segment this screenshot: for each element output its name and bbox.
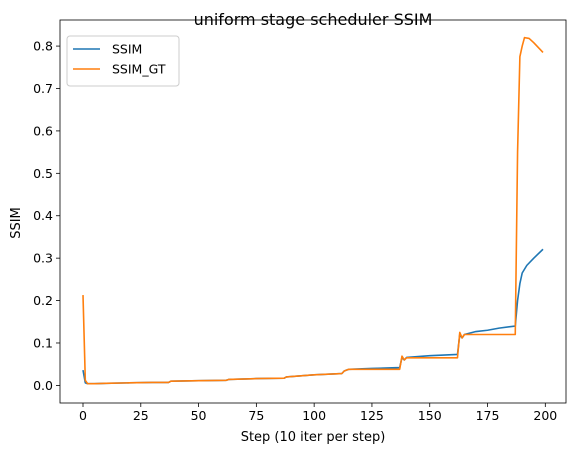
y-tick-label: 0.0 <box>33 378 53 393</box>
y-tick-label: 0.3 <box>33 251 53 266</box>
x-tick-label: 0 <box>79 408 87 423</box>
y-tick-label: 0.7 <box>33 81 53 96</box>
legend-label: SSIM_GT <box>112 62 166 77</box>
x-tick-label: 175 <box>476 408 500 423</box>
legend-label: SSIM <box>112 42 142 57</box>
series-line-ssim-gt <box>82 36 544 385</box>
chart-title: uniform stage scheduler SSIM <box>194 10 433 29</box>
x-tick-label: 50 <box>191 408 207 423</box>
x-tick-label: 75 <box>248 408 264 423</box>
y-tick-label: 0.8 <box>33 39 53 54</box>
series-lines <box>82 36 544 385</box>
plot-frame <box>59 19 567 404</box>
y-tick-label: 0.5 <box>33 166 53 181</box>
x-tick-label: 125 <box>360 408 384 423</box>
y-tick-label: 0.2 <box>33 293 53 308</box>
axis-ticks: 0 25 50 75 100 125 150 175 200 0.0 0.1 0.2 0.3 0.4 0.5… <box>33 39 557 423</box>
y-tick-label: 0.6 <box>33 123 53 138</box>
x-tick-label: 25 <box>133 408 149 423</box>
y-tick-label: 0.4 <box>33 208 53 223</box>
x-tick-label: 150 <box>418 408 442 423</box>
y-tick-label: 0.1 <box>33 335 53 350</box>
y-axis-label: SSIM <box>9 207 24 239</box>
x-tick-label: 200 <box>533 408 557 423</box>
x-axis-label: Step (10 iter per step) <box>241 430 386 445</box>
legend: SSIM SSIM_GT <box>66 35 180 87</box>
x-tick-label: 100 <box>302 408 326 423</box>
